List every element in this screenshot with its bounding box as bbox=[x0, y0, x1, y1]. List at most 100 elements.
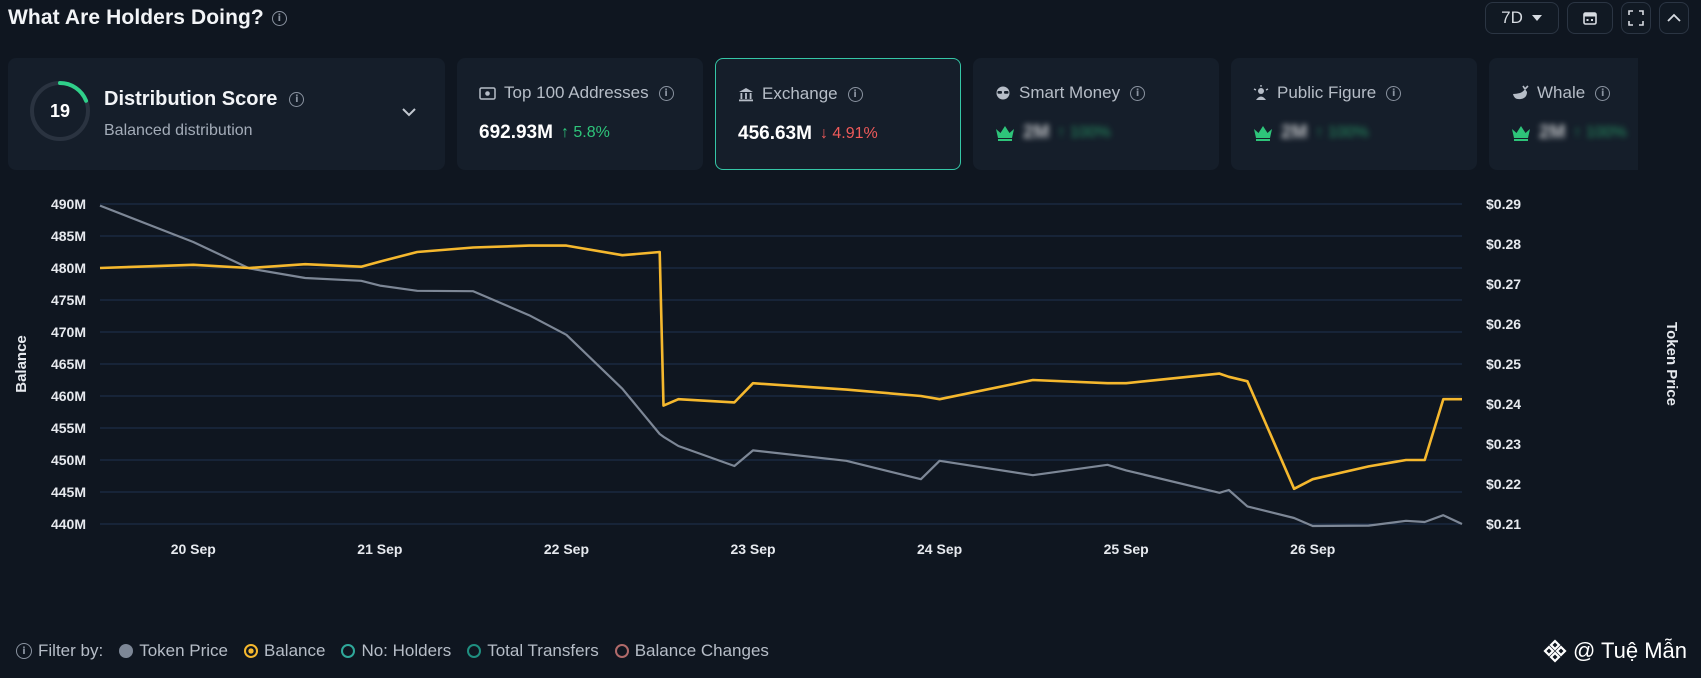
filter-token-price-label: Token Price bbox=[139, 641, 229, 660]
score-title: Distribution Score bbox=[104, 88, 278, 110]
public-figure-value: 2M bbox=[1281, 122, 1308, 143]
info-icon[interactable]: i bbox=[271, 10, 287, 26]
whale-card[interactable]: Whale i 2M ↑ 100% bbox=[1489, 58, 1638, 170]
top100-value: 692.93M bbox=[479, 122, 553, 143]
fullscreen-icon bbox=[1628, 10, 1644, 26]
balance-changes-dot bbox=[614, 644, 629, 658]
crown-icon bbox=[996, 126, 1014, 141]
info-icon[interactable]: i bbox=[1130, 85, 1146, 101]
public-figure-label: Public Figure bbox=[1277, 83, 1377, 102]
transfers-dot bbox=[467, 644, 482, 658]
exchange-value: 456.63M bbox=[738, 123, 812, 144]
info-icon[interactable]: i bbox=[847, 86, 863, 102]
range-select[interactable]: 7D bbox=[1485, 2, 1559, 34]
crown-icon bbox=[1512, 126, 1530, 141]
whale-change: ↑ 100% bbox=[1573, 124, 1627, 141]
filter-total-transfers[interactable]: Total Transfers bbox=[467, 641, 599, 661]
filter-token-price[interactable]: Token Price bbox=[119, 641, 228, 661]
whale-change-value: 100% bbox=[1585, 124, 1627, 141]
score-subtitle: Balanced distribution bbox=[104, 122, 253, 139]
collapse-button[interactable] bbox=[1659, 2, 1689, 34]
calendar-icon bbox=[1583, 12, 1597, 25]
smart-money-card[interactable]: Smart Money i 2M ↑ 100% bbox=[973, 58, 1219, 170]
info-icon[interactable]: i bbox=[289, 92, 305, 107]
filter-balance-changes-label: Balance Changes bbox=[634, 641, 769, 660]
chevron-up-icon bbox=[1667, 13, 1681, 22]
y2-tick-label: $0.28 bbox=[1486, 236, 1521, 252]
binance-logo-icon bbox=[1543, 639, 1567, 663]
fullscreen-button[interactable] bbox=[1621, 2, 1651, 34]
top-controls: 7D bbox=[1485, 2, 1689, 34]
filter-holders-label: No: Holders bbox=[361, 641, 452, 660]
exchange-change: ↓ 4.91% bbox=[819, 125, 878, 142]
bank-icon bbox=[739, 87, 753, 101]
exchange-card[interactable]: Exchange i 456.63M ↓ 4.91% bbox=[715, 58, 961, 170]
y-tick-label: 480M bbox=[51, 260, 86, 276]
y-tick-label: 475M bbox=[51, 292, 86, 308]
smart-money-value: 2M bbox=[1023, 122, 1050, 143]
top100-label: Top 100 Addresses bbox=[504, 83, 649, 102]
holders-dot bbox=[341, 644, 356, 658]
token-price-dot bbox=[119, 644, 134, 658]
balance-line bbox=[99, 244, 1462, 491]
watermark-text: @ Tuệ Mẫn bbox=[1572, 638, 1687, 663]
x-tick-label: 26 Sep bbox=[1290, 541, 1335, 557]
y-tick-label: 490M bbox=[51, 196, 86, 212]
calendar-button[interactable] bbox=[1567, 2, 1613, 34]
y2-tick-label: $0.25 bbox=[1486, 356, 1521, 372]
info-icon: i bbox=[16, 643, 32, 659]
filter-label: Filter by: bbox=[38, 641, 104, 660]
whale-label: Whale bbox=[1537, 83, 1586, 102]
money-icon bbox=[479, 86, 496, 100]
crown-icon bbox=[1254, 126, 1272, 141]
public-figure-icon bbox=[1253, 85, 1269, 100]
chevron-down-icon[interactable] bbox=[399, 102, 419, 122]
filter-balance-label: Balance bbox=[264, 641, 326, 660]
filter-balance[interactable]: Balance bbox=[244, 641, 325, 661]
filter-label-row: i Filter by: bbox=[16, 641, 103, 661]
y-tick-label: 485M bbox=[51, 228, 86, 244]
metric-cards: 19 Distribution Score i Balanced distrib… bbox=[8, 58, 1638, 170]
top100-card[interactable]: Top 100 Addresses i 692.93M ↑ 5.8% bbox=[457, 58, 703, 170]
info-icon[interactable]: i bbox=[1386, 85, 1402, 101]
y-axis-title: Balance bbox=[13, 335, 30, 393]
smart-money-label: Smart Money bbox=[1019, 83, 1121, 102]
token-price-line bbox=[99, 204, 1463, 528]
info-icon[interactable]: i bbox=[658, 85, 674, 101]
y2-axis-title: Token Price bbox=[1663, 322, 1680, 406]
exchange-label: Exchange bbox=[762, 84, 838, 103]
x-tick-label: 21 Sep bbox=[357, 541, 402, 557]
y-tick-label: 460M bbox=[51, 388, 86, 404]
y-tick-label: 450M bbox=[51, 452, 86, 468]
header: What Are Holders Doing? i bbox=[8, 0, 287, 36]
y2-tick-label: $0.27 bbox=[1486, 276, 1521, 292]
distribution-score-card[interactable]: 19 Distribution Score i Balanced distrib… bbox=[8, 58, 445, 170]
smart-money-change-value: 100% bbox=[1069, 124, 1111, 141]
y2-tick-label: $0.22 bbox=[1486, 476, 1521, 492]
top100-change-value: 5.8% bbox=[573, 124, 610, 141]
x-tick-label: 24 Sep bbox=[917, 541, 962, 557]
filter-balance-changes[interactable]: Balance Changes bbox=[614, 641, 769, 661]
public-figure-card[interactable]: Public Figure i 2M ↑ 100% bbox=[1231, 58, 1477, 170]
y2-tick-label: $0.26 bbox=[1486, 316, 1521, 332]
y-tick-label: 445M bbox=[51, 484, 86, 500]
public-figure-change: ↑ 100% bbox=[1315, 124, 1369, 141]
y2-tick-label: $0.23 bbox=[1486, 436, 1521, 452]
range-label: 7D bbox=[1501, 8, 1523, 27]
whale-value: 2M bbox=[1539, 122, 1566, 143]
watermark: @ Tuệ Mẫn bbox=[1543, 638, 1687, 664]
holders-chart[interactable]: 490M 485M 480M 475M 470M 465M 460M 455M 450M 445M… bbox=[0, 190, 1701, 610]
y2-tick-label: $0.29 bbox=[1486, 196, 1521, 212]
smart-money-change: ↑ 100% bbox=[1057, 124, 1111, 141]
caret-down-icon bbox=[1531, 15, 1542, 21]
y-tick-label: 455M bbox=[51, 420, 86, 436]
legend: i Filter by: Token Price Balance No: Hol… bbox=[16, 641, 769, 661]
y-tick-label: 440M bbox=[51, 516, 86, 532]
exchange-change-value: 4.91% bbox=[832, 125, 878, 142]
x-tick-label: 20 Sep bbox=[171, 541, 216, 557]
y2-tick-label: $0.24 bbox=[1486, 396, 1521, 412]
y-tick-label: 465M bbox=[51, 356, 86, 372]
filter-holders[interactable]: No: Holders bbox=[341, 641, 451, 661]
score-value: 19 bbox=[49, 100, 71, 121]
info-icon[interactable]: i bbox=[1595, 85, 1611, 101]
